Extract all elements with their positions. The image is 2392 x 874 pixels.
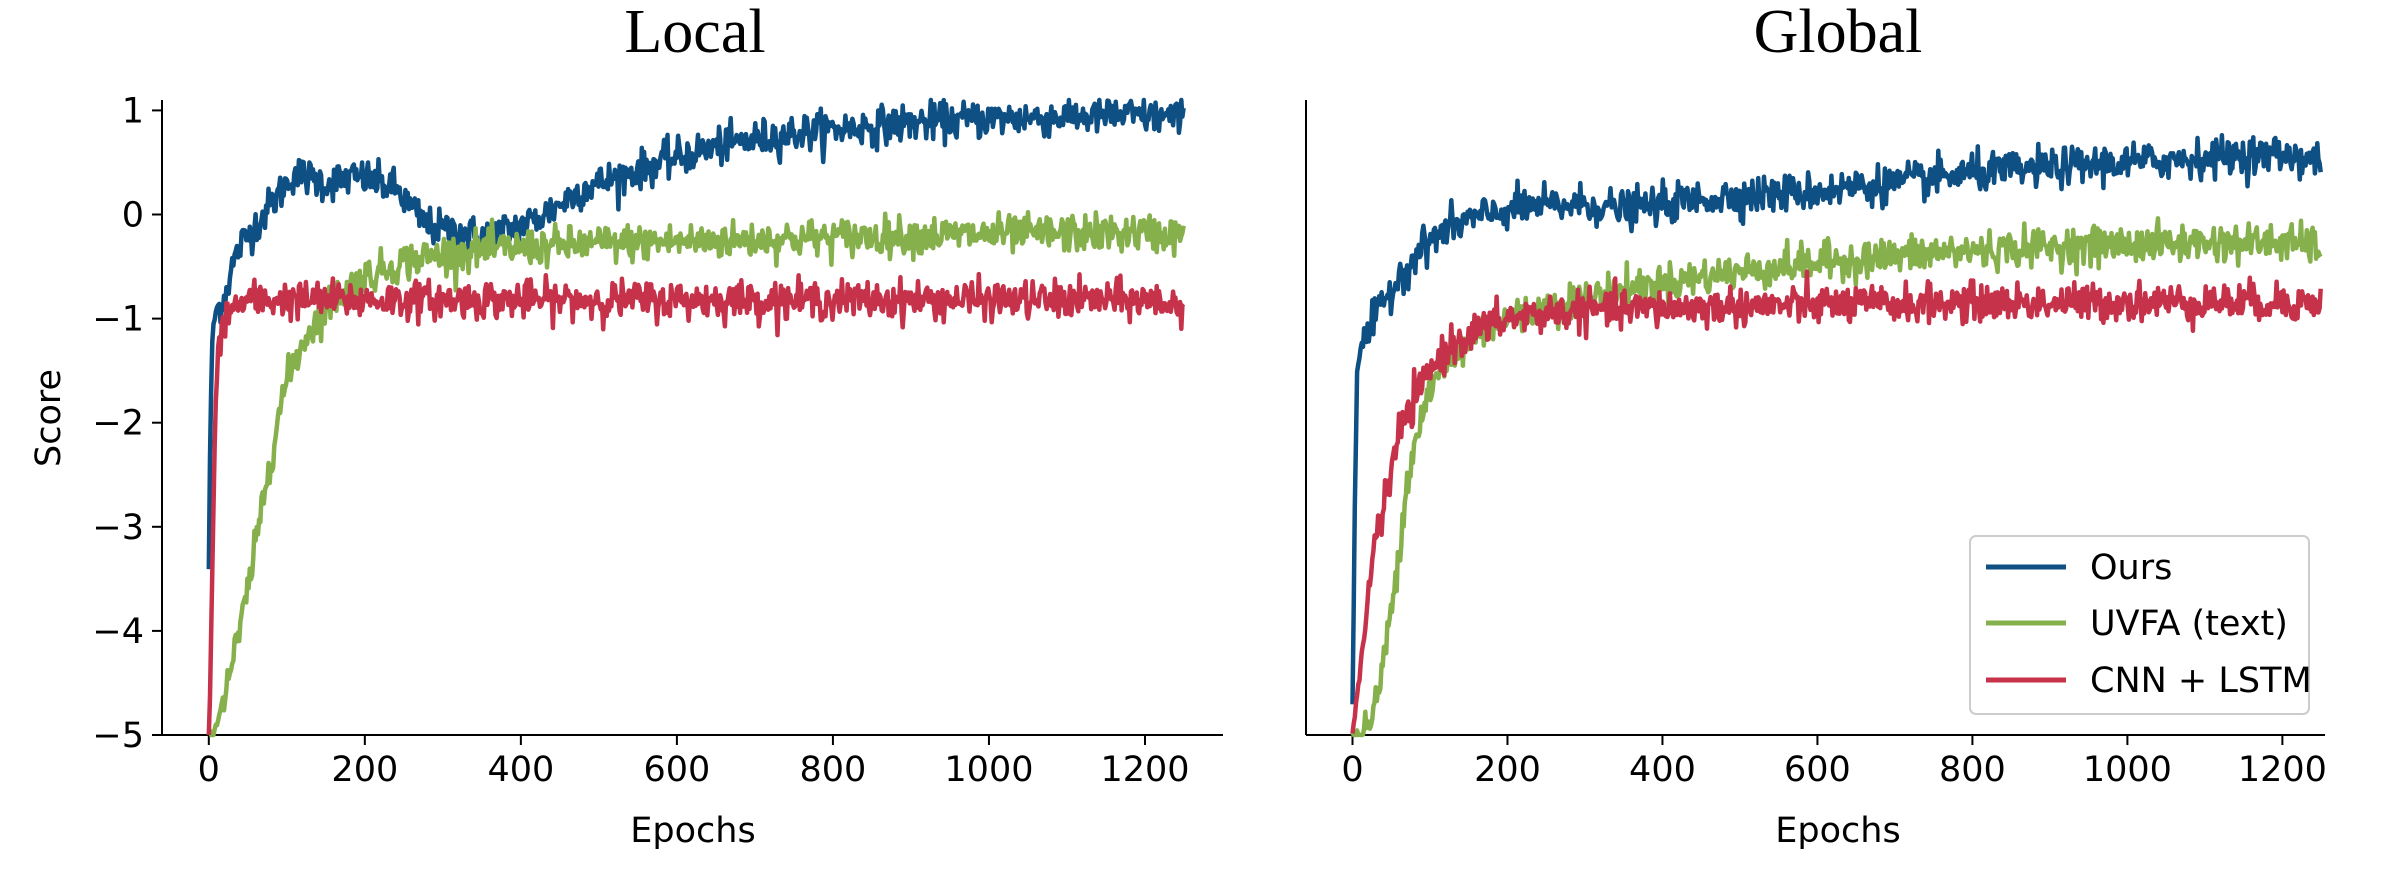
legend-label-ours: Ours	[2090, 548, 2172, 588]
x-ticks: 0 200 400 600 800 1000 1200	[198, 735, 1190, 790]
x-axis-label: Epochs	[630, 811, 755, 851]
x-tick-label: 0	[198, 750, 220, 790]
x-tick-label: 400	[1629, 750, 1696, 790]
y-tick-label: −5	[92, 716, 144, 756]
x-ticks: 0 200 400 600 800 1000 1200	[1341, 735, 2327, 790]
series-lines	[206, 97, 1186, 738]
series-line-cnn-lstm	[206, 271, 1186, 735]
x-tick-label: 600	[1784, 750, 1851, 790]
y-tick-label: −3	[92, 508, 144, 548]
series-line-cnn-lstm	[1350, 269, 2323, 734]
series-line-ours	[1350, 133, 2323, 705]
y-tick-label: 1	[122, 91, 144, 131]
x-tick-label: 0	[1341, 750, 1363, 790]
x-tick-label: 800	[800, 750, 867, 790]
x-axis-label: Epochs	[1775, 811, 1900, 851]
y-tick-label: −2	[92, 404, 144, 444]
y-tick-label: 0	[122, 196, 144, 236]
x-tick-label: 200	[331, 750, 398, 790]
y-tick-label: −1	[92, 300, 144, 340]
local-panel: Local −5 −4 −3 −2 −1 0 1 0 200 400 600 800 1000 1200…	[29, 0, 1223, 851]
y-ticks: −5 −4 −3 −2 −1 0 1	[92, 91, 162, 756]
y-tick-label: −4	[92, 612, 144, 652]
x-tick-label: 1000	[2083, 750, 2172, 790]
y-axis-label: Score	[29, 369, 69, 467]
legend-frame	[1969, 535, 2310, 715]
panel-title: Global	[1754, 0, 1923, 66]
legend-label-uvfa: UVFA (text)	[2090, 604, 2288, 644]
legend: Ours UVFA (text) CNN + LSTM	[1969, 535, 2312, 715]
x-tick-label: 1200	[1100, 750, 1189, 790]
x-tick-label: 800	[1939, 750, 2006, 790]
x-tick-label: 600	[643, 750, 710, 790]
x-tick-label: 400	[487, 750, 554, 790]
legend-label-cnn-lstm: CNN + LSTM	[2090, 661, 2312, 701]
x-tick-label: 1000	[944, 750, 1033, 790]
x-tick-label: 1200	[2238, 750, 2327, 790]
x-tick-label: 200	[1474, 750, 1541, 790]
global-panel: Global 0 200 400 600 800 1000 1200 Epochs Ours…	[1305, 0, 2327, 851]
series-line-ours	[206, 97, 1186, 570]
panel-title: Local	[624, 0, 765, 66]
series-lines	[1350, 133, 2323, 738]
series-line-uvfa-text	[206, 209, 1186, 738]
